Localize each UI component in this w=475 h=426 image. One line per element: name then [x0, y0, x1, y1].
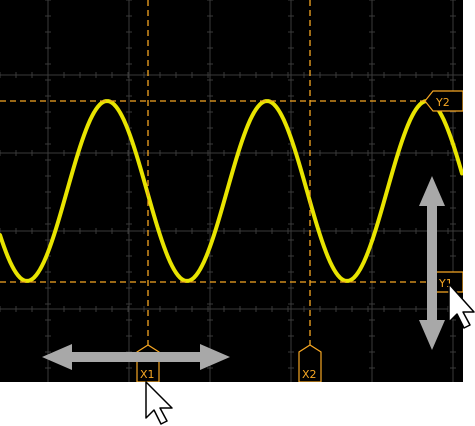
- mouse-pointer-icon: [448, 283, 475, 329]
- sine-trace: [0, 99, 463, 283]
- waveform-canvas: X1 X2 Y2 Y1: [0, 0, 463, 382]
- horizontal-drag-arrow-icon: [42, 344, 230, 370]
- vertical-drag-arrow-icon: [419, 176, 445, 350]
- mouse-pointer-icon: [145, 381, 173, 425]
- cursor-y2-marker[interactable]: Y2: [424, 90, 463, 112]
- cursor-x2-label: X2: [302, 368, 317, 381]
- cursor-x2-marker[interactable]: X2: [298, 344, 322, 382]
- cursor-x1-label: X1: [140, 368, 155, 381]
- cursor-y2-label: Y2: [435, 96, 450, 109]
- oscilloscope-display: X1 X2 Y2 Y1: [0, 0, 463, 382]
